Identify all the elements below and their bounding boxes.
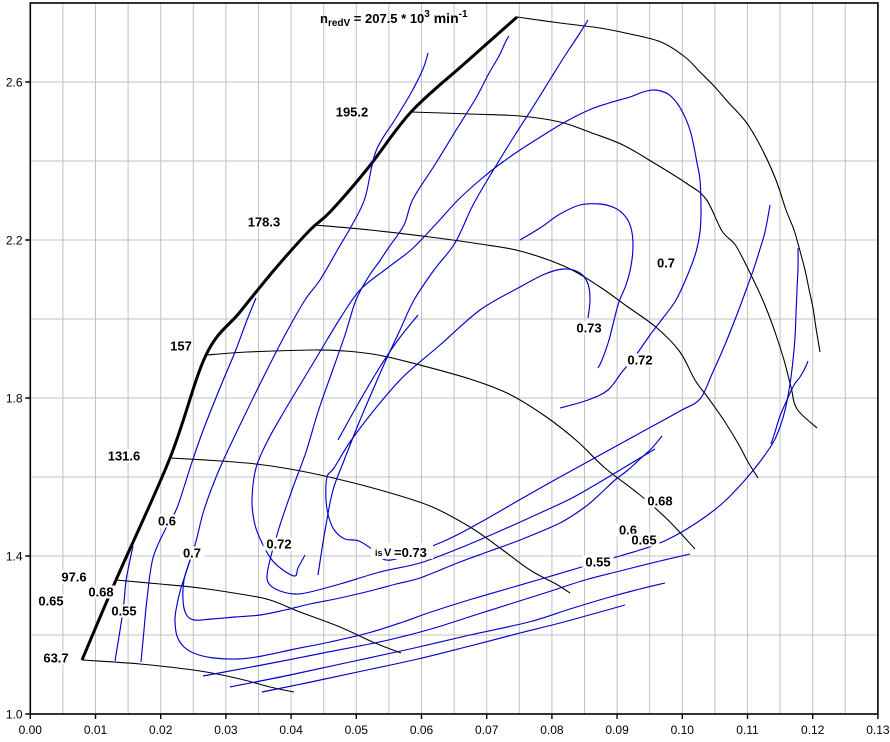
svg-text:0.55: 0.55 [111, 604, 136, 619]
svg-text:1.8: 1.8 [6, 392, 23, 406]
svg-text:0.00: 0.00 [19, 723, 43, 737]
svg-text:0.68: 0.68 [647, 494, 672, 509]
svg-text:1.0: 1.0 [6, 708, 23, 722]
svg-text:1.4: 1.4 [6, 550, 23, 564]
svg-text:0.72: 0.72 [627, 353, 652, 368]
svg-text:0.09: 0.09 [605, 723, 629, 737]
svg-text:0.13: 0.13 [866, 723, 890, 737]
svg-text:2.6: 2.6 [6, 76, 23, 90]
svg-text:0.11: 0.11 [736, 723, 759, 737]
svg-text:0.65: 0.65 [631, 533, 656, 548]
svg-text:0.02: 0.02 [149, 723, 173, 737]
svg-text:0.7: 0.7 [183, 546, 201, 561]
svg-text:0.12: 0.12 [801, 723, 825, 737]
svg-text:0.72: 0.72 [266, 537, 291, 552]
svg-text:131.6: 131.6 [108, 449, 141, 464]
svg-text:V: V [384, 547, 392, 559]
svg-text:0.05: 0.05 [345, 723, 369, 737]
svg-text:0.10: 0.10 [671, 723, 695, 737]
svg-text:157: 157 [170, 339, 192, 354]
svg-text:0.01: 0.01 [84, 723, 108, 737]
svg-text:=0.73: =0.73 [394, 545, 427, 560]
svg-text:0.06: 0.06 [410, 723, 434, 737]
svg-text:0.65: 0.65 [38, 594, 63, 609]
svg-text:0.03: 0.03 [214, 723, 238, 737]
svg-text:0.6: 0.6 [158, 514, 176, 529]
svg-text:97.6: 97.6 [61, 570, 86, 585]
svg-text:0.08: 0.08 [540, 723, 564, 737]
svg-text:nredV = 207.5 * 103 min-1: nredV = 207.5 * 103 min-1 [320, 9, 468, 29]
svg-text:0.07: 0.07 [475, 723, 499, 737]
svg-text:0.73: 0.73 [576, 321, 601, 336]
svg-text:2.2: 2.2 [6, 234, 23, 248]
svg-text:0.55: 0.55 [585, 555, 610, 570]
svg-text:0.7: 0.7 [657, 256, 675, 271]
svg-text:63.7: 63.7 [43, 651, 68, 666]
svg-text:178.3: 178.3 [248, 215, 281, 230]
svg-text:0.04: 0.04 [279, 723, 303, 737]
svg-text:0.68: 0.68 [88, 585, 113, 600]
svg-text:is: is [375, 548, 383, 558]
svg-text:195.2: 195.2 [336, 105, 369, 120]
